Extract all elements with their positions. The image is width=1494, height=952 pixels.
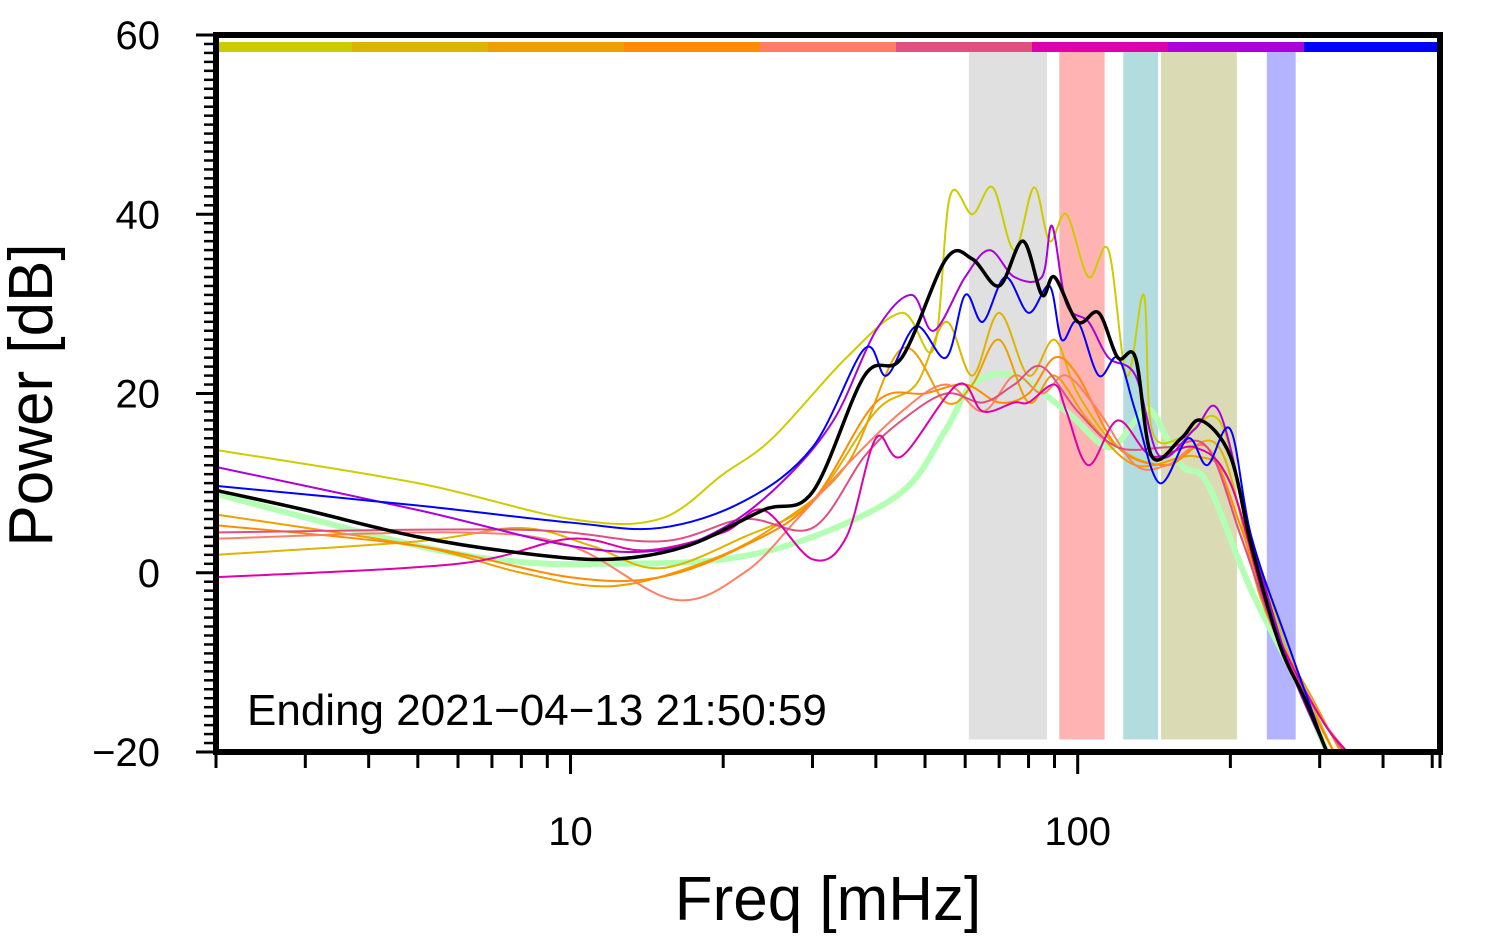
y-tick-label: 20 (116, 373, 161, 417)
y-tick-labels: 60 40 20 0 −20 (92, 14, 160, 775)
color-bar-segment (1168, 42, 1304, 52)
x-axis-label: Freq [mHz] (675, 865, 982, 934)
x-tick-label: 100 (1044, 810, 1111, 854)
color-bar-segment (216, 42, 352, 52)
series-line-green (216, 370, 1330, 752)
series-lines (216, 185, 1349, 752)
series-line-s4 (216, 355, 1335, 752)
series-line-s2 (216, 311, 1335, 752)
y-tick-label: 0 (138, 552, 160, 596)
series-line-s6 (216, 364, 1345, 752)
plot-frame (213, 32, 1443, 755)
band-3 (1161, 52, 1237, 740)
ending-annotation: Ending 2021−04−13 21:50:59 (247, 686, 827, 735)
x-tick-label: 10 (548, 810, 593, 854)
series-line-s7 (216, 382, 1349, 752)
y-tick-label: 60 (116, 14, 161, 58)
color-bar-segment (1304, 42, 1440, 52)
color-bar-segment (760, 42, 896, 52)
x-tick-labels: 10 100 (548, 810, 1111, 854)
color-bar (216, 42, 1440, 52)
series-line-mean (216, 239, 1329, 752)
color-bar-segment (896, 42, 1032, 52)
y-tick-label: 40 (116, 193, 161, 237)
frequency-bands (968, 52, 1296, 740)
axis-ticks (196, 33, 1442, 774)
color-bar-segment (624, 42, 760, 52)
color-bar-segment (1032, 42, 1168, 52)
color-bar-segment (488, 42, 624, 52)
series-line-s1 (216, 185, 1328, 752)
series-line-s8 (216, 224, 1328, 752)
y-axis-label: Power [dB] (0, 243, 66, 546)
band-0 (968, 52, 1048, 740)
y-tick-label: −20 (92, 731, 160, 775)
series-line-s9 (216, 275, 1328, 752)
color-bar-segment (352, 42, 488, 52)
